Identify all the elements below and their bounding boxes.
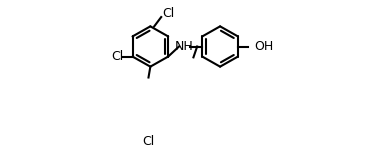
Text: Cl: Cl: [142, 135, 154, 148]
Text: NH: NH: [175, 40, 194, 53]
Text: Cl: Cl: [111, 50, 124, 63]
Text: Cl: Cl: [162, 7, 174, 20]
Text: OH: OH: [254, 40, 273, 53]
